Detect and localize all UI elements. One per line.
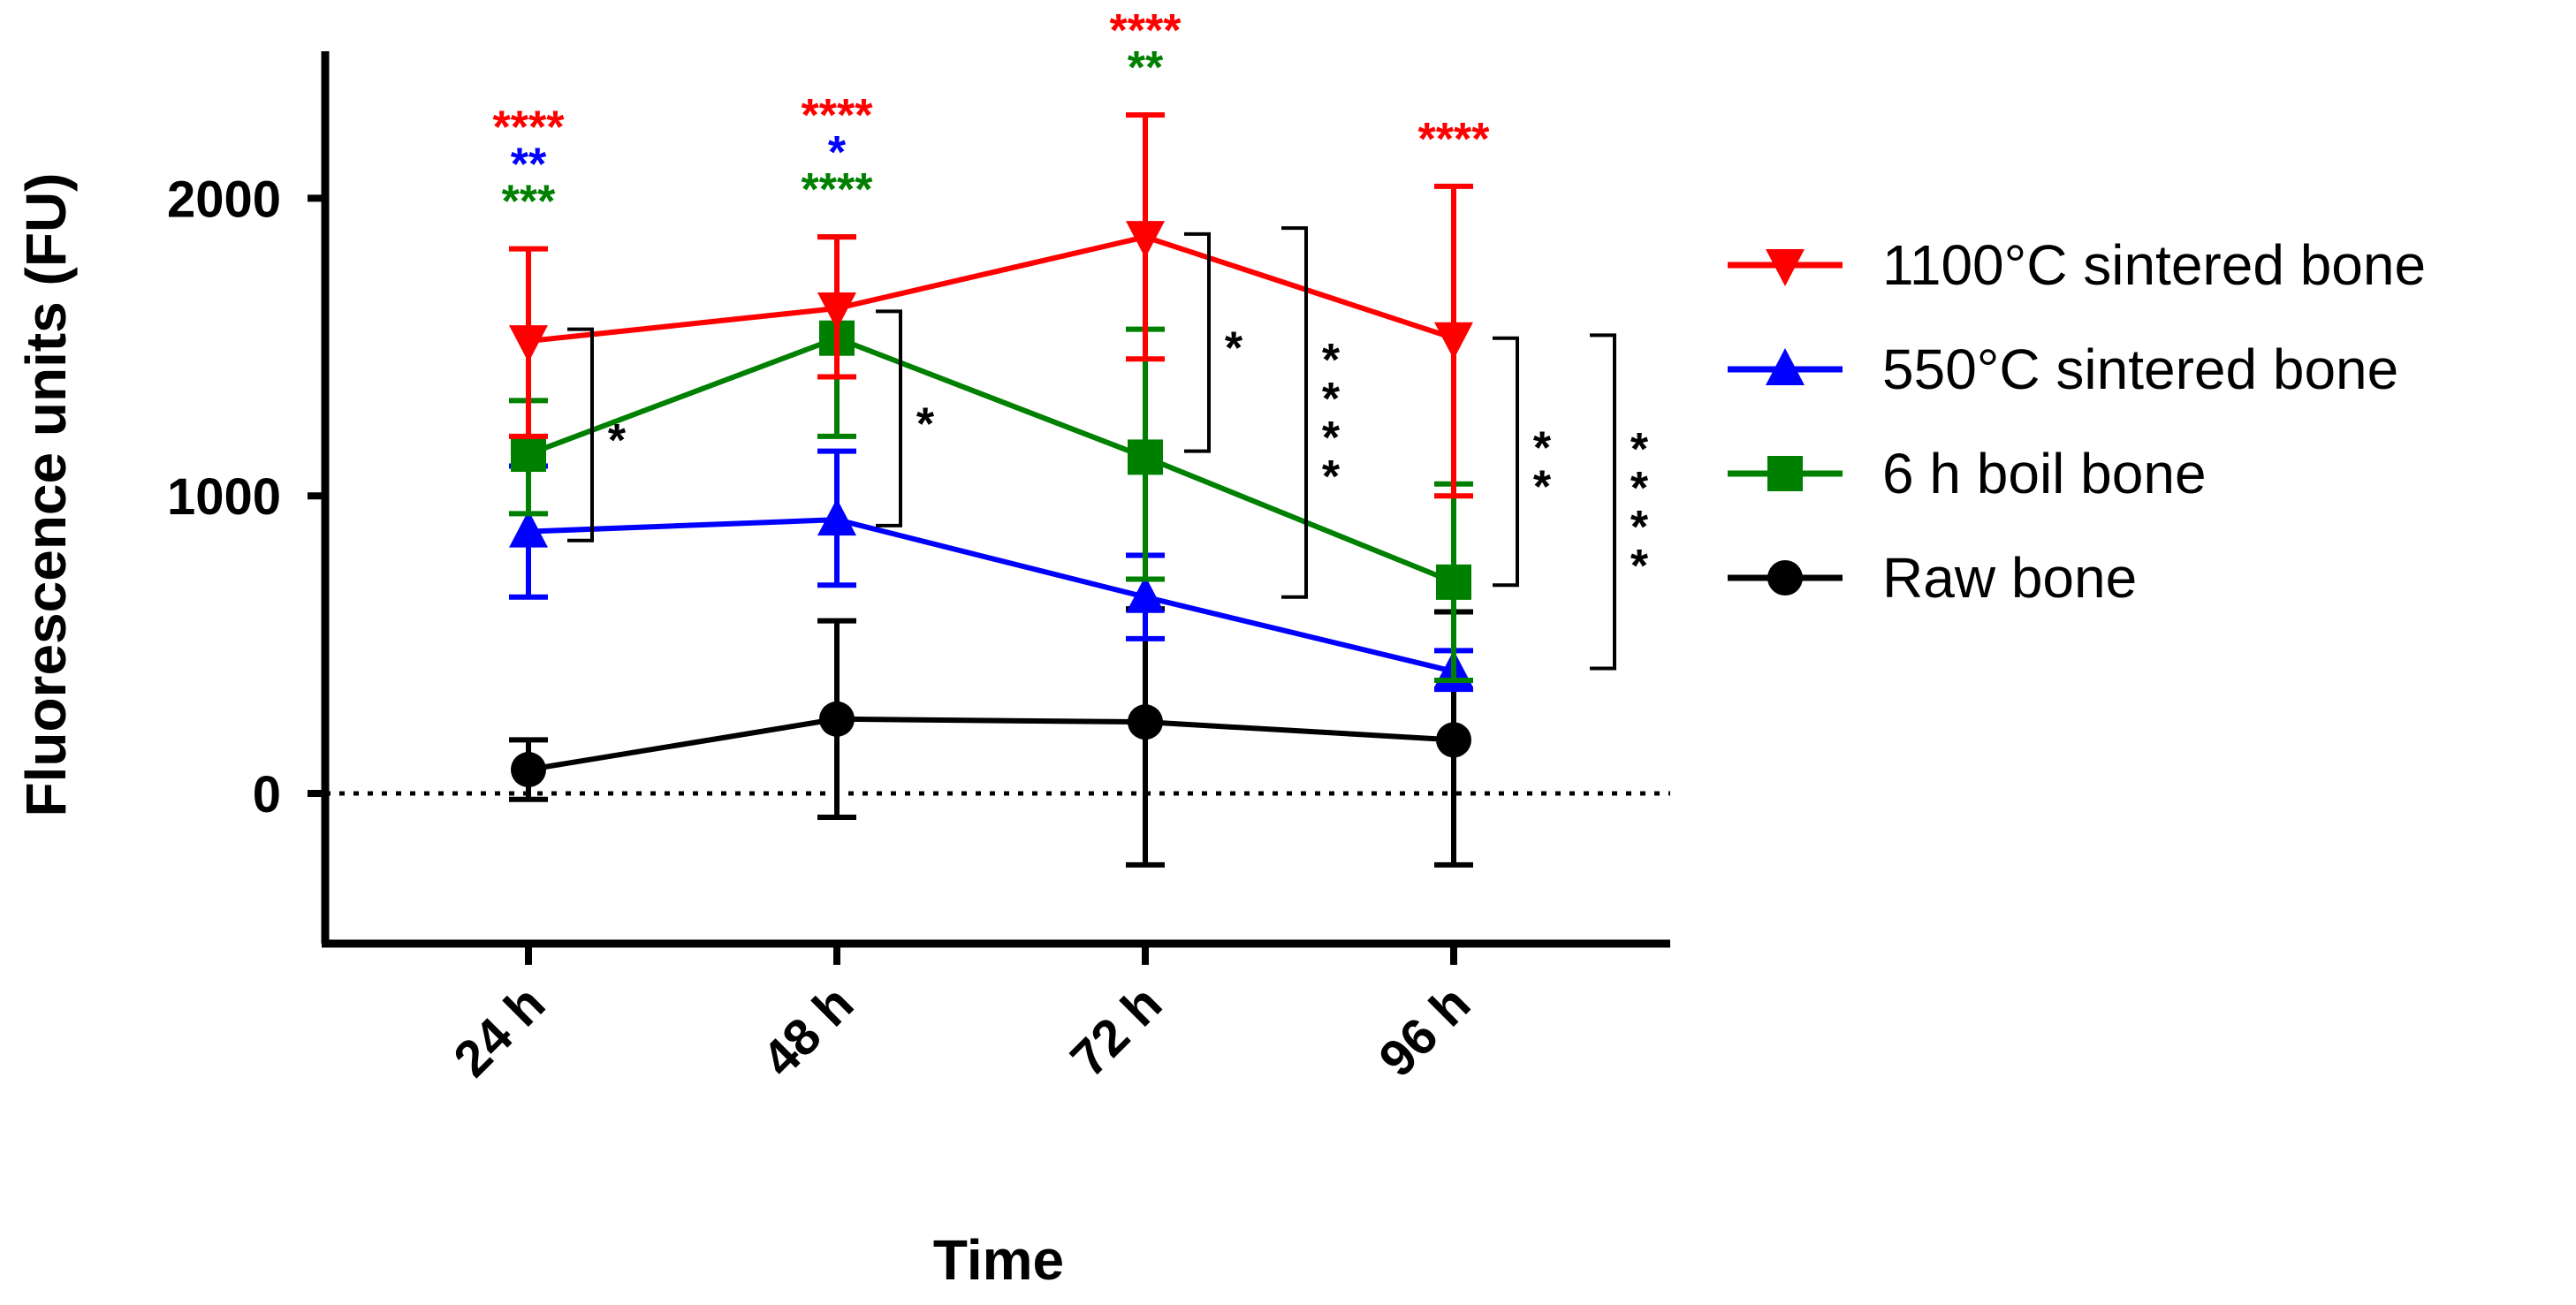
point-3-2 [1128,704,1163,740]
x-ticks: 24 h 48 h 72 h 96 h [443,944,1481,1088]
series-layer [509,112,1473,868]
bracket-1 [876,309,902,527]
significance-2-2: ** [1128,42,1164,94]
bracket-star-5-0: * [1630,424,1649,475]
bracket-star-2-0: * [1225,323,1243,375]
bracket-star-3-2: * [1322,413,1341,464]
y-tick-label-0: 0 [253,766,281,823]
series-0 [509,112,1473,499]
significance-2-0: *** [502,177,556,228]
significance-layer: **************************** [493,5,1491,228]
x-tick-label-3: 96 h [1368,975,1481,1088]
x-tick-label-1: 48 h [751,975,864,1088]
legend-marker-3 [1767,560,1803,596]
bracket-star-1-0: * [916,399,935,451]
series-line-2 [527,335,1455,585]
point-2-2 [1128,439,1163,475]
point-3-1 [819,701,855,737]
legend-label-2: 6 h boil bone [1882,442,2207,505]
point-1-0 [509,510,548,548]
legend-label-1: 550°C sintered bone [1882,338,2398,401]
legend-marker-2 [1767,456,1803,491]
legend-label-0: 1100°C sintered bone [1882,233,2426,297]
series-line-1 [528,517,1455,674]
significance-1-1: * [828,127,847,178]
point-3-3 [1436,722,1471,758]
legend-marker-1 [1766,348,1805,385]
point-0-2 [1126,221,1165,259]
point-1-2 [1126,575,1165,613]
bracket-star-3-3: * [1322,451,1341,503]
legend-marker-0 [1766,249,1805,286]
series-line-0 [528,234,1455,345]
bracket-star-4-0: * [1533,422,1552,474]
significance-2-1: **** [802,164,874,216]
bracket-3 [1281,226,1308,599]
point-0-0 [509,325,548,363]
y-tick-label-2: 2000 [167,171,281,228]
significance-0-0: **** [493,102,566,154]
y-ticks: 0 1000 2000 [167,171,325,823]
significance-1-0: ** [511,140,547,191]
point-2-0 [511,436,546,473]
bracket-star-5-1: * [1630,463,1649,514]
bracket-5 [1590,333,1616,671]
significance-0-2: **** [1110,5,1182,57]
point-0-3 [1434,322,1473,360]
bracket-star-5-2: * [1630,502,1649,553]
y-tick-label-1: 1000 [167,468,281,526]
bracket-star-5-3: * [1630,541,1649,592]
point-3-0 [511,752,546,788]
significance-0-1: **** [802,90,874,141]
y-axis-title: Fluorescence units (FU) [14,173,78,817]
bracket-star-4-1: * [1533,461,1552,512]
bracket-layer: * ** ********** [567,226,1649,671]
series-line-3 [528,716,1455,773]
point-1-1 [817,498,856,536]
bracket-star-3-0: * [1322,335,1341,386]
x-tick-label-0: 24 h [443,975,556,1088]
legend-label-3: Raw bone [1882,546,2137,610]
bracket-star-0-0: * [608,415,627,467]
x-tick-label-2: 72 h [1060,975,1173,1088]
point-0-1 [817,292,856,330]
bracket-2 [1184,231,1211,453]
bracket-0 [567,327,594,542]
significance-0-3: **** [1418,114,1491,165]
point-2-3 [1436,564,1471,600]
x-axis-title: Time [933,1228,1064,1292]
legend: 1100°C sintered bone 550°C sintered bone 6… [1728,233,2426,610]
bracket-4 [1493,336,1519,588]
series-3 [509,606,1473,868]
bracket-star-3-1: * [1322,374,1341,425]
